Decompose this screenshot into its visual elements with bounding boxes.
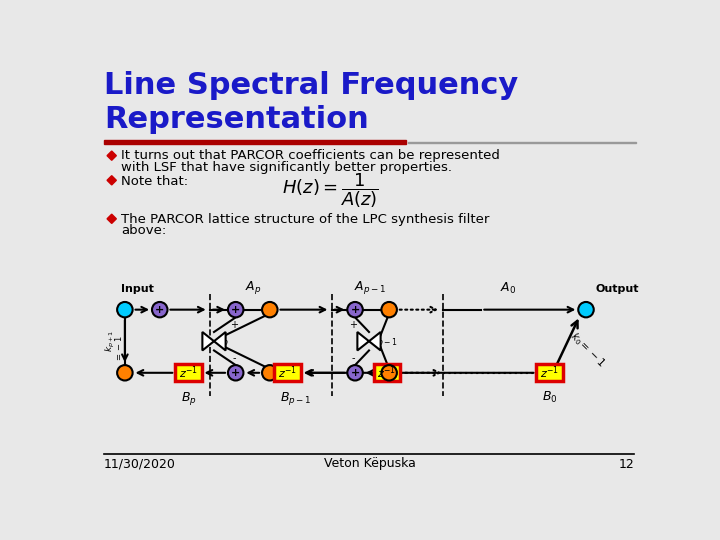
Polygon shape: [357, 332, 369, 350]
Polygon shape: [202, 332, 214, 350]
Circle shape: [382, 302, 397, 318]
Text: above:: above:: [121, 224, 166, 237]
Circle shape: [382, 365, 397, 381]
Text: Veton Këpuska: Veton Këpuska: [324, 457, 415, 470]
Text: with LSF that have significantly better properties.: with LSF that have significantly better …: [121, 161, 452, 174]
Text: It turns out that PARCOR coefficients can be represented: It turns out that PARCOR coefficients ca…: [121, 150, 500, 163]
Text: $z^{-1}$: $z^{-1}$: [278, 364, 297, 381]
Circle shape: [228, 302, 243, 318]
Polygon shape: [107, 176, 117, 185]
Circle shape: [262, 302, 277, 318]
Bar: [274, 364, 301, 381]
Text: -: -: [233, 353, 236, 363]
Text: $A_0$: $A_0$: [500, 281, 517, 296]
Circle shape: [262, 365, 277, 381]
Polygon shape: [214, 332, 225, 350]
Text: $H(z)=\dfrac{1}{A(z)}$: $H(z)=\dfrac{1}{A(z)}$: [282, 171, 379, 210]
Text: Note that:: Note that:: [121, 175, 188, 188]
Text: Input: Input: [121, 284, 154, 294]
Text: +: +: [231, 305, 240, 315]
Text: Representation: Representation: [104, 105, 369, 134]
Text: Output: Output: [595, 284, 639, 294]
Circle shape: [117, 365, 132, 381]
Text: $k_p$: $k_p$: [216, 335, 230, 351]
Bar: [408, 142, 636, 143]
Text: $B_{p-1}$: $B_{p-1}$: [279, 390, 311, 407]
Text: $k_{p+1}$: $k_{p+1}$: [104, 330, 117, 353]
Text: $= -1$: $= -1$: [113, 335, 124, 362]
Text: Line Spectral Frequency: Line Spectral Frequency: [104, 71, 518, 100]
Text: +: +: [230, 320, 238, 329]
Text: $k_{p-1}$: $k_{p-1}$: [372, 335, 398, 351]
Text: $A_{p-1}$: $A_{p-1}$: [354, 279, 387, 296]
Text: +: +: [349, 320, 358, 329]
Text: $B_0$: $B_0$: [541, 390, 557, 405]
Text: +: +: [351, 305, 360, 315]
Text: $k_0=-1$: $k_0=-1$: [567, 329, 608, 370]
Circle shape: [152, 302, 168, 318]
Circle shape: [117, 302, 132, 318]
Text: $z^{-1}$: $z^{-1}$: [377, 364, 397, 381]
Text: $z^{-1}$: $z^{-1}$: [179, 364, 198, 381]
Bar: [175, 364, 202, 381]
Polygon shape: [107, 214, 117, 224]
Bar: [104, 140, 406, 144]
Text: -: -: [352, 353, 355, 363]
Circle shape: [578, 302, 594, 318]
Text: +: +: [155, 305, 164, 315]
Text: $B_p$: $B_p$: [181, 390, 197, 407]
Polygon shape: [369, 332, 381, 350]
Circle shape: [228, 365, 243, 381]
Circle shape: [347, 302, 363, 318]
Text: +: +: [231, 368, 240, 378]
Text: 11/30/2020: 11/30/2020: [104, 457, 176, 470]
Text: 12: 12: [618, 457, 634, 470]
Bar: [374, 364, 400, 381]
Text: +: +: [351, 368, 360, 378]
Text: The PARCOR lattice structure of the LPC synthesis filter: The PARCOR lattice structure of the LPC …: [121, 213, 490, 226]
Text: $z^{-1}$: $z^{-1}$: [540, 364, 559, 381]
Circle shape: [347, 365, 363, 381]
Text: $A_p$: $A_p$: [245, 279, 261, 296]
Bar: [536, 364, 563, 381]
Polygon shape: [107, 151, 117, 160]
